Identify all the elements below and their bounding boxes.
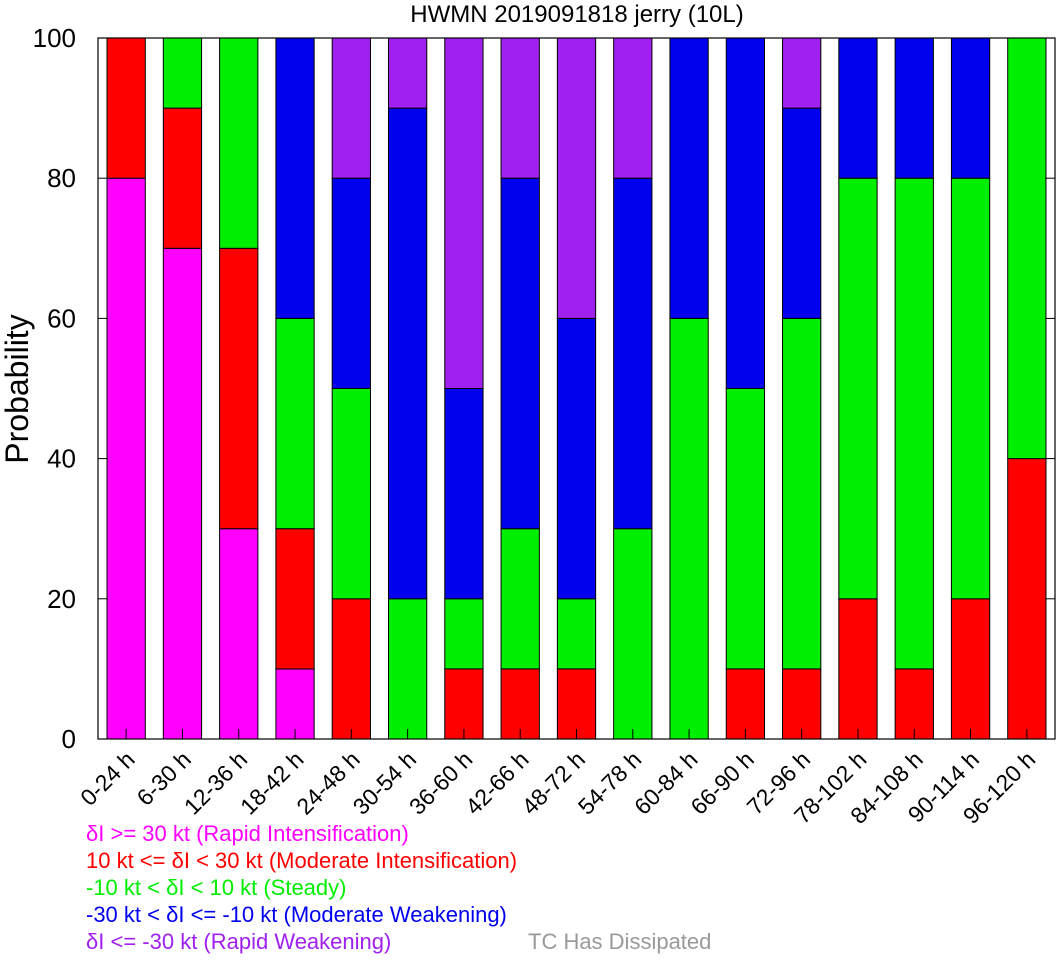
bar-segment — [613, 528, 653, 740]
plot-frame — [97, 37, 1056, 740]
bar-segment — [331, 37, 371, 179]
bar-segment — [500, 668, 540, 740]
bar-segment — [725, 37, 766, 389]
bar-segment — [162, 247, 203, 740]
bar-segment — [219, 37, 259, 249]
legend-entry: -10 kt < δI < 10 kt (Steady) — [86, 875, 347, 900]
bar-segment — [162, 107, 203, 249]
bar-segment — [782, 317, 822, 670]
bar-segment — [838, 177, 878, 600]
bar-segment — [162, 37, 203, 109]
bar-segment — [444, 668, 484, 740]
bar-segment — [725, 388, 766, 670]
chart-title: HWMN 2019091818 jerry (10L) — [410, 1, 743, 28]
bars-group — [106, 37, 1047, 740]
bar-segment — [894, 668, 934, 740]
bar-segment — [669, 317, 709, 740]
bar-segment — [556, 598, 597, 670]
bar-segment — [444, 598, 484, 670]
legend-entry: δI <= -30 kt (Rapid Weakening) — [86, 929, 392, 954]
legend-entry: -30 kt < δI <= -10 kt (Moderate Weakenin… — [86, 902, 507, 927]
bar-segment — [782, 37, 822, 109]
dissipated-label: TC Has Dissipated — [528, 929, 712, 954]
bar-segment — [894, 177, 934, 670]
legend-entry: 10 kt <= δI < 30 kt (Moderate Intensific… — [86, 848, 518, 873]
bar-segment — [331, 177, 371, 389]
bar-segment — [950, 177, 991, 600]
bar-segment — [782, 107, 822, 319]
bar-segment — [894, 37, 934, 179]
y-tick-label: 20 — [47, 584, 76, 614]
bar-segment — [556, 37, 597, 319]
bar-segment — [387, 598, 428, 740]
y-tick-label: 40 — [47, 444, 76, 474]
y-tick-label: 80 — [47, 163, 76, 193]
bar-segment — [838, 598, 878, 740]
bar-segment — [556, 317, 597, 600]
bar-segment — [444, 388, 484, 600]
legend-entry: δI >= 30 kt (Rapid Intensification) — [86, 821, 409, 846]
bar-segment — [275, 317, 315, 530]
bar-segment — [500, 37, 540, 179]
legend: δI >= 30 kt (Rapid Intensification) 10 kt… — [86, 820, 517, 955]
bar-segment — [782, 668, 822, 740]
bar-segment — [613, 37, 653, 179]
bar-segment — [219, 247, 259, 530]
bar-segment — [500, 528, 540, 670]
y-tick-label: 100 — [33, 23, 76, 53]
bar-segment — [275, 37, 315, 319]
bar-segment — [387, 107, 428, 600]
bar-segment — [331, 388, 371, 600]
x-tick-labels-group: 0-24 h6-30 h12-36 h18-42 h24-48 h30-54 h… — [75, 729, 1040, 829]
x-tick-label: 0-24 h — [75, 746, 140, 811]
y-tick-label: 60 — [47, 303, 76, 333]
bar-segment — [950, 37, 991, 179]
bar-segment — [725, 668, 766, 740]
y-tick-label: 0 — [62, 724, 76, 754]
bar-segment — [556, 668, 597, 740]
bar-segment — [106, 37, 146, 179]
bar-segment — [387, 37, 428, 109]
bar-segment — [331, 598, 371, 740]
bar-segment — [275, 528, 315, 670]
bar-segment — [669, 37, 709, 319]
bar-segment — [1007, 37, 1047, 460]
y-ticks-group: 0 20 40 60 80 100 — [33, 23, 1055, 754]
bar-segment — [444, 37, 484, 389]
bar-segment — [838, 37, 878, 179]
bar-segment — [1007, 458, 1047, 740]
y-axis-label: Probability — [0, 314, 35, 463]
bar-segment — [106, 177, 146, 740]
bar-segment — [950, 598, 991, 740]
bar-segment — [219, 528, 259, 740]
bar-segment — [500, 177, 540, 530]
bar-segment — [613, 177, 653, 530]
bar-segment — [275, 668, 315, 740]
